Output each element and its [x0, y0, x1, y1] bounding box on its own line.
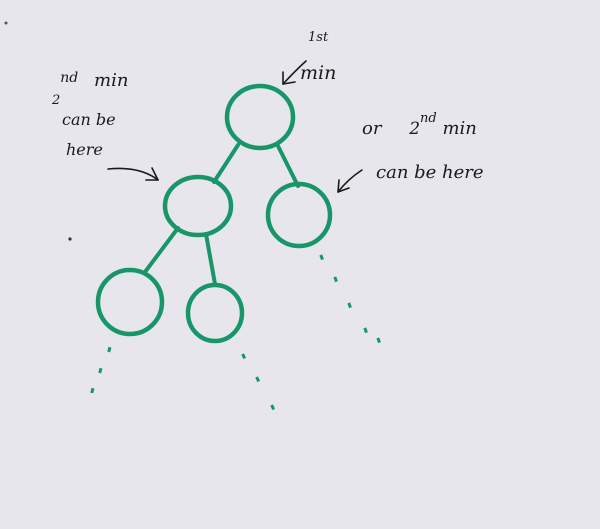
edge-root-left [212, 143, 240, 184]
arrow-second-min-left [107, 167, 159, 181]
edge-root-right [276, 144, 300, 188]
edge-left-rightleaf [204, 232, 217, 286]
second-min-right-word: min [442, 118, 477, 139]
left-right-leaf-node [185, 282, 245, 344]
pen-speck [4, 21, 8, 25]
second-min-left-sup: nd [60, 70, 79, 86]
second-min-left-line3: here [66, 140, 103, 159]
pen-speck [68, 237, 72, 241]
second-min-right-line1: or 2nd min [362, 112, 477, 139]
second-min-right-line2: can be here [376, 162, 484, 183]
root-node [224, 83, 296, 151]
second-min-right-prefix: or [362, 118, 382, 139]
second-min-left-line1: 2 nd min [52, 70, 129, 107]
first-min-text: min [300, 62, 337, 84]
second-min-right-number: 2 [409, 119, 421, 139]
first-min-sup: 1st [308, 30, 329, 45]
dots-left-leaf [107, 346, 112, 353]
second-min-right-sup: nd [420, 111, 437, 126]
dots-right-child [319, 254, 324, 261]
arrow-second-min-right [337, 169, 363, 193]
edge-left-leftleaf [143, 226, 180, 274]
left-child-node [162, 174, 234, 238]
left-left-leaf-node [95, 267, 165, 337]
second-min-left-word: min [94, 70, 129, 91]
dots-right-leaf [241, 353, 247, 360]
first-min-label: 1st [308, 30, 328, 44]
right-child-node [265, 181, 333, 249]
second-min-left-line2: can be [62, 110, 116, 129]
arrow-first-min [282, 60, 307, 85]
second-min-left-number: 2 [52, 93, 61, 108]
